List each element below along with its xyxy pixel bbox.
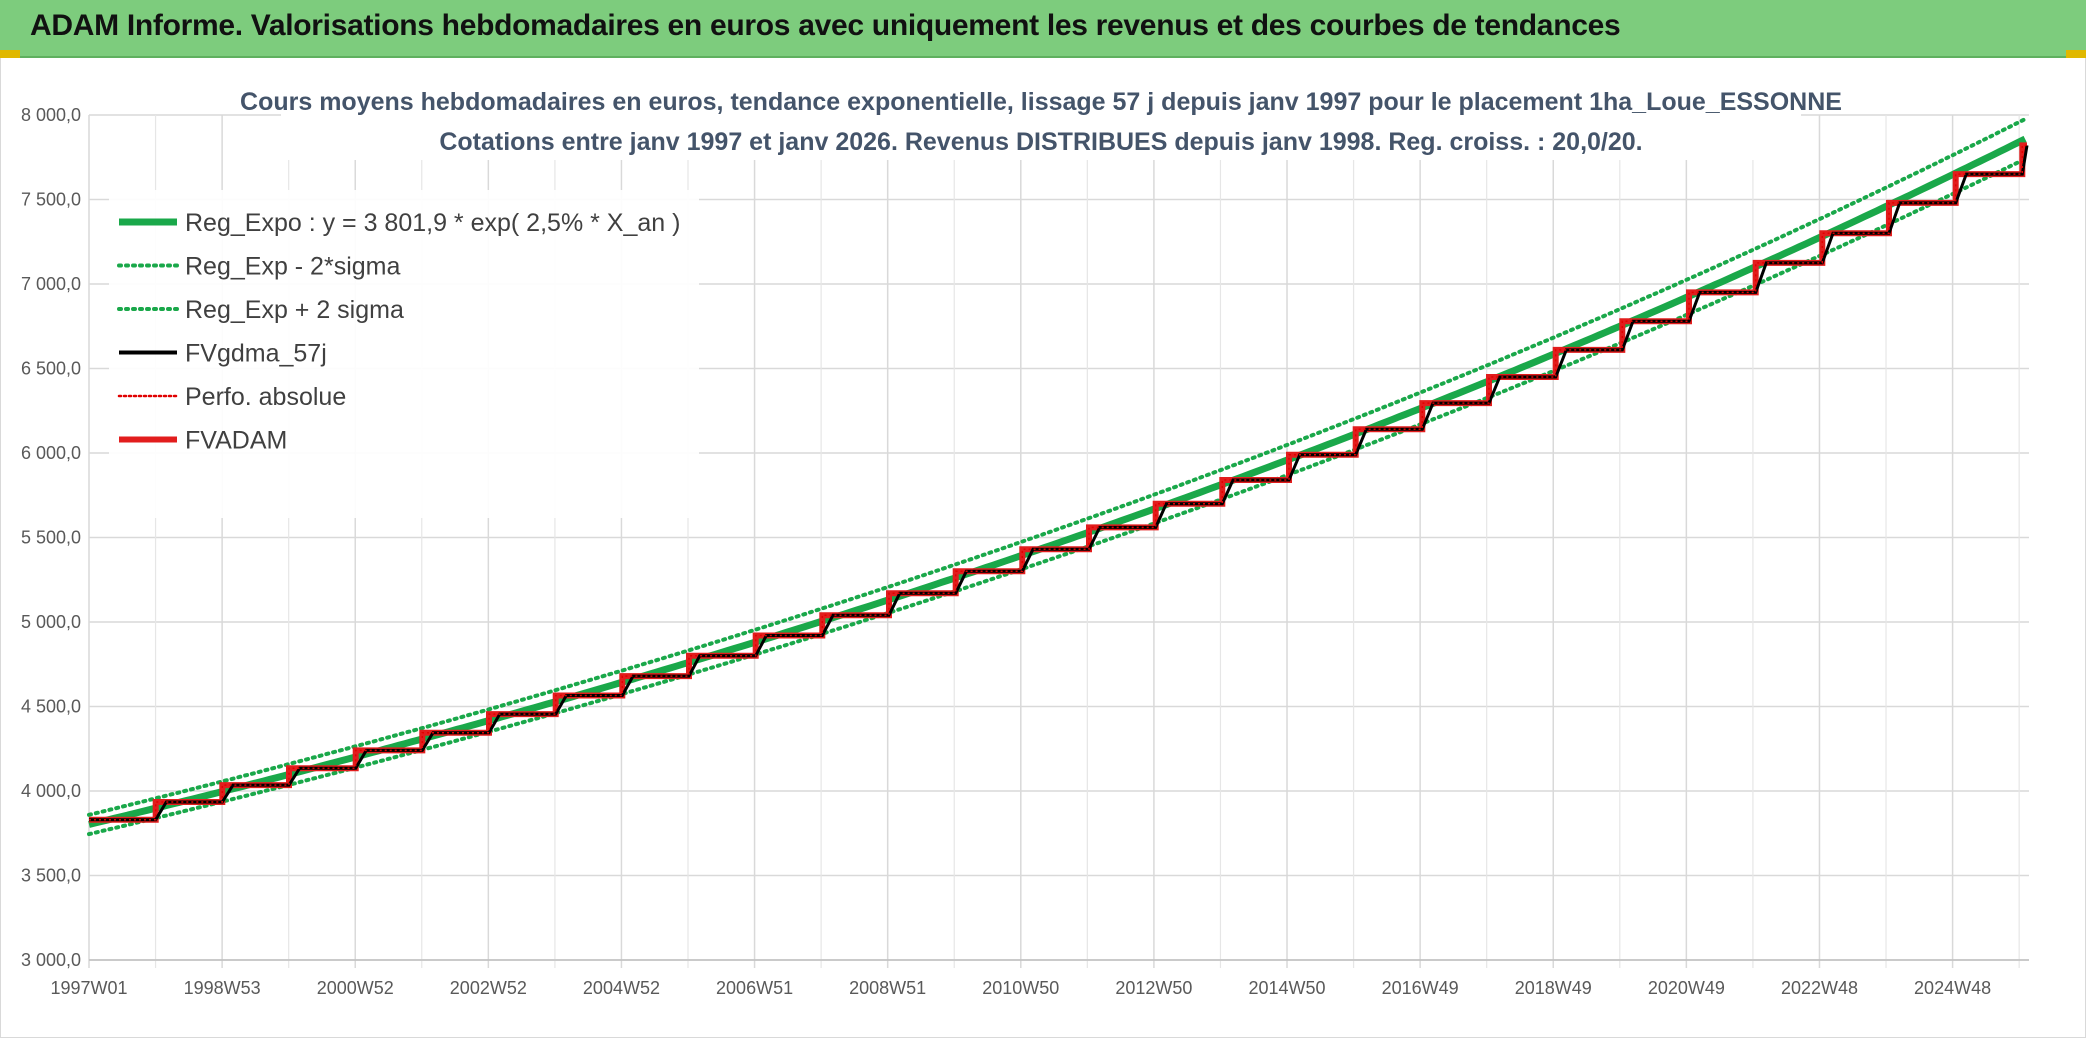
legend-label: FVADAM <box>185 427 287 455</box>
axes: 3 000,0 3 500,0 4 000,0 4 500,0 5 000,0 5 500… <box>21 105 2029 998</box>
legend: Reg_Expo : y = 3 801,9 * exp( 2,5% * X_a… <box>117 209 680 455</box>
legend-label: FVgdma_57j <box>185 340 327 368</box>
legend-background <box>109 190 699 518</box>
x-tick-label: 1998W53 <box>184 978 261 998</box>
y-tick-label: 5 000,0 <box>21 612 81 632</box>
legend-label: Reg_Expo : y = 3 801,9 * exp( 2,5% * X_a… <box>185 209 680 237</box>
x-tick-label: 2018W49 <box>1515 978 1592 998</box>
y-tick-label: 6 500,0 <box>21 359 81 379</box>
y-tick-label: 4 000,0 <box>21 781 81 801</box>
report-header: ADAM Informe. Valorisations hebdomadaire… <box>0 0 2086 58</box>
x-tick-label: 2004W52 <box>583 978 660 998</box>
x-tick-label: 2014W50 <box>1248 978 1325 998</box>
x-tick-label: 2008W51 <box>849 978 926 998</box>
title-background <box>281 80 1801 160</box>
x-tick-label: 1997W01 <box>50 978 127 998</box>
legend-label: Perfo. absolue <box>185 383 346 411</box>
y-tick-label: 3 500,0 <box>21 866 81 886</box>
x-tick-label: 2022W48 <box>1781 978 1858 998</box>
x-tick-label: 2020W49 <box>1648 978 1725 998</box>
x-tick-label: 2010W50 <box>982 978 1059 998</box>
chart-title-line-1: Cours moyens hebdomadaires en euros, ten… <box>240 88 1842 116</box>
series-perfo-absolue <box>89 144 2027 821</box>
y-tick-label: 6 000,0 <box>21 443 81 463</box>
x-tick-label: 2006W51 <box>716 978 793 998</box>
series-layer <box>87 117 2029 837</box>
y-tick-label: 5 500,0 <box>21 528 81 548</box>
line-chart: 3 000,0 3 500,0 4 000,0 4 500,0 5 000,0 5 500… <box>21 80 2029 998</box>
y-tick-label: 7 000,0 <box>21 274 81 294</box>
legend-label: Reg_Exp - 2*sigma <box>185 253 400 281</box>
x-tick-label: 2016W49 <box>1382 978 1459 998</box>
chart-title: Cours moyens hebdomadaires en euros, ten… <box>240 88 1842 156</box>
y-tick-label: 7 500,0 <box>21 190 81 210</box>
x-tick-label: 2012W50 <box>1115 978 1192 998</box>
x-tick-label: 2002W52 <box>450 978 527 998</box>
series-fvgdma-57j <box>89 145 2029 822</box>
x-tick-label: 2000W52 <box>317 978 394 998</box>
legend-label: Reg_Exp + 2 sigma <box>185 296 404 324</box>
corner-mark <box>2066 50 2086 58</box>
chart-area: 3 000,0 3 500,0 4 000,0 4 500,0 5 000,0 5 500… <box>0 58 2086 1038</box>
x-tick-label: 2024W48 <box>1914 978 1991 998</box>
chart-title-line-2: Cotations entre janv 1997 et janv 2026. … <box>439 128 1642 156</box>
corner-mark <box>0 50 20 58</box>
y-tick-label: 3 000,0 <box>21 950 81 970</box>
y-tick-label: 4 500,0 <box>21 697 81 717</box>
series-reg-exp-plus-2sigma <box>87 117 2028 817</box>
y-tick-label: 8 000,0 <box>21 105 81 125</box>
report-title: ADAM Informe. Valorisations hebdomadaire… <box>30 9 1621 42</box>
